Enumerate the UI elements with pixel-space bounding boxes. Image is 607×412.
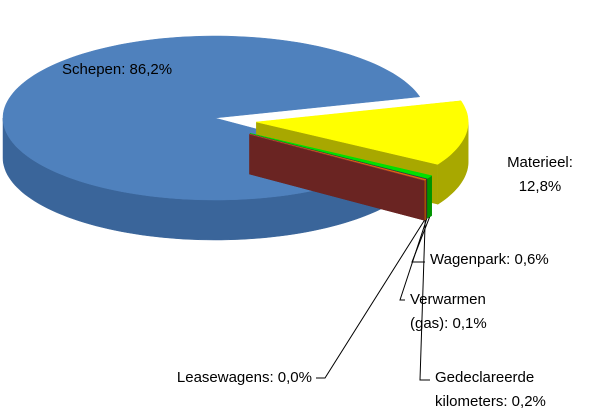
data-label: Leasewagens: 0,0% (177, 369, 312, 386)
data-label: Materieel: (507, 154, 573, 171)
data-label: Verwarmen (410, 291, 486, 308)
data-label: 12,8% (519, 178, 562, 195)
slice (249, 134, 425, 181)
slice (250, 133, 433, 179)
data-label: Gedeclareerde (435, 369, 534, 386)
leader-line (316, 220, 425, 379)
slice (256, 100, 469, 165)
data-label: kilometers: 0,2% (435, 393, 546, 410)
data-label: Wagenpark: 0,6% (430, 251, 549, 268)
leader-line (399, 218, 428, 301)
leader-line (419, 219, 430, 381)
data-label: Schepen: 86,2% (62, 61, 172, 78)
slice-face (249, 134, 425, 221)
data-label: (gas): 0,1% (410, 315, 487, 332)
